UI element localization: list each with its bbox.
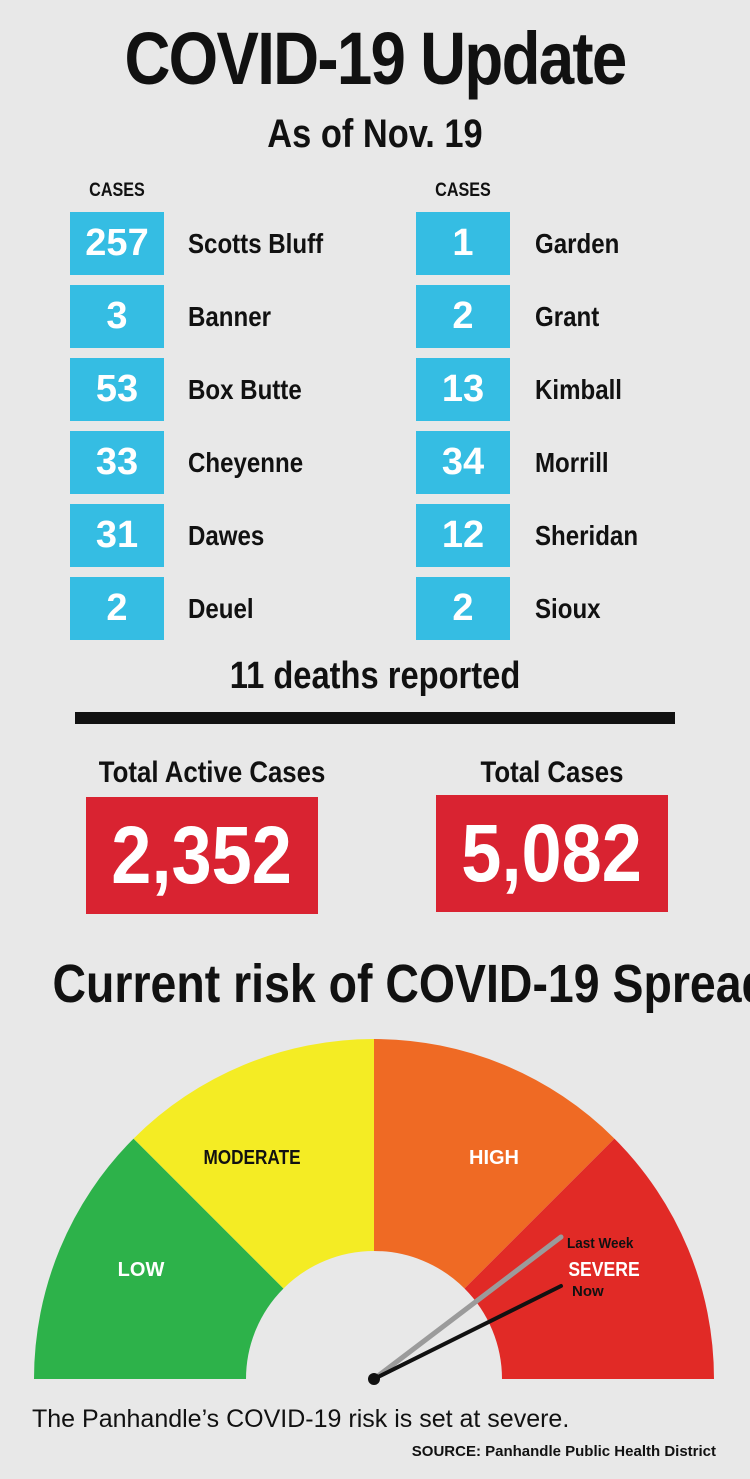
case-count: 53 (70, 358, 164, 421)
county-name: Deuel (188, 593, 254, 624)
case-count: 257 (70, 212, 164, 275)
total-active-value: 2,352 (111, 810, 293, 901)
needle-pivot (368, 1373, 380, 1385)
gauge-label-moderate: MODERATE (203, 1146, 300, 1169)
caption: The Panhandle’s COVID-19 risk is set at … (32, 1405, 570, 1433)
total-active-value-box: 2,352 (86, 797, 318, 914)
gauge-segment-moderate (133, 1039, 374, 1289)
county-name: Cheyenne (188, 447, 304, 478)
gauge-label-low: LOW (118, 1259, 165, 1281)
needle-now (372, 1284, 563, 1381)
county-name: Grant (535, 301, 600, 332)
source-credit: SOURCE: Panhandle Public Health District (411, 1443, 716, 1460)
county-name: Garden (535, 228, 620, 259)
case-count: 34 (416, 431, 510, 494)
county-name: Box Butte (188, 374, 302, 405)
gauge-segment-severe (464, 1138, 714, 1379)
total-active-label: Total Active Cases (98, 756, 326, 789)
deaths-reported: 11 deaths reported (229, 655, 521, 697)
total-cases-value: 5,082 (461, 808, 643, 899)
county-name: Kimball (535, 374, 622, 405)
case-count: 2 (416, 577, 510, 640)
cases-heading-left: CASES (89, 180, 145, 201)
page-title: COVID-19 Update (124, 17, 627, 100)
now-label: Now (572, 1283, 604, 1300)
county-name: Scotts Bluff (188, 228, 324, 259)
case-count: 12 (416, 504, 510, 567)
risk-gauge: LOW MODERATE HIGH SEVERE Last Week Now (34, 1039, 714, 1385)
needle-last-week (371, 1234, 564, 1382)
case-count: 33 (70, 431, 164, 494)
case-count: 3 (70, 285, 164, 348)
case-count: 1 (416, 212, 510, 275)
gauge-segment-high (374, 1039, 615, 1289)
risk-title: Current risk of COVID-19 Spread (52, 954, 750, 1014)
page-subtitle: As of Nov. 19 (267, 112, 483, 156)
case-count: 2 (416, 285, 510, 348)
gauge-label-severe: SEVERE (568, 1258, 639, 1280)
total-cases-value-box: 5,082 (436, 795, 668, 912)
county-name: Sioux (535, 593, 601, 624)
cases-heading-right: CASES (435, 180, 491, 201)
case-count: 2 (70, 577, 164, 640)
case-count: 31 (70, 504, 164, 567)
gauge-segment-low (34, 1138, 284, 1379)
county-name: Dawes (188, 520, 265, 551)
total-cases-label: Total Cases (480, 756, 624, 789)
gauge-label-high: HIGH (469, 1147, 519, 1169)
county-name: Sheridan (535, 520, 639, 551)
case-count: 13 (416, 358, 510, 421)
county-name: Banner (188, 301, 271, 332)
last-week-label: Last Week (567, 1235, 634, 1252)
county-name: Morrill (535, 447, 609, 478)
divider (75, 712, 675, 724)
